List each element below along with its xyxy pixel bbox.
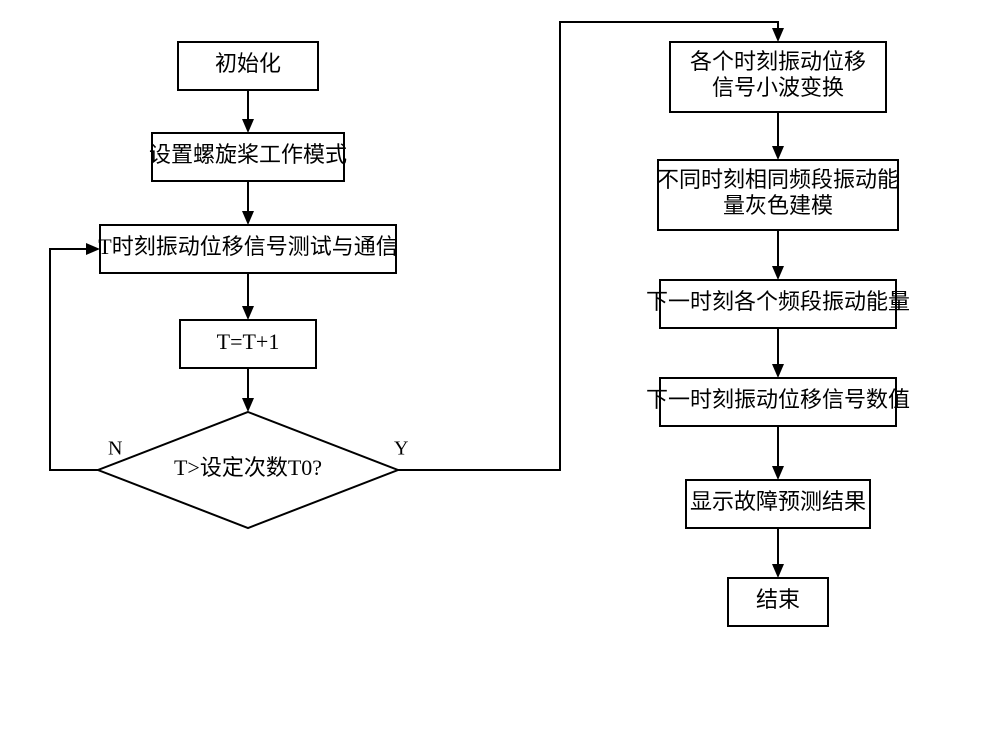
node-n2-label: 设置螺旋桨工作模式 [149, 142, 347, 167]
node-n11-label: 结束 [756, 587, 800, 612]
arrow-n4-n5 [242, 398, 254, 412]
arrow-n5-n6 [772, 28, 784, 42]
branch-label-Y: Y [394, 438, 408, 460]
node-n10-label: 显示故障预测结果 [690, 489, 866, 514]
node-n9-label: 下一时刻振动位移信号数值 [646, 387, 910, 412]
arrow-n10-n11 [772, 564, 784, 578]
node-n4: T=T+1 [180, 320, 316, 368]
arrow-n2-n3 [242, 211, 254, 225]
node-n4-label: T=T+1 [217, 329, 280, 354]
flowchart-canvas: N Y 初始化设置螺旋桨工作模式 T时刻振动位移信号测试与通信 T=T+1 T>设定次数T… [0, 0, 1000, 754]
branch-label-N: N [108, 438, 122, 460]
node-n2: 设置螺旋桨工作模式 [149, 133, 347, 181]
node-n5-label: T>设定次数T0? [174, 455, 322, 480]
node-n10: 显示故障预测结果 [686, 480, 870, 528]
node-n6-label: 信号小波变换 [712, 75, 844, 100]
node-n11: 结束 [728, 578, 828, 626]
node-n5: T>设定次数T0? [98, 412, 398, 528]
node-n9: 下一时刻振动位移信号数值 [646, 378, 910, 426]
node-n3: T时刻振动位移信号测试与通信 [98, 225, 397, 273]
node-n7-label: 量灰色建模 [723, 193, 833, 218]
arrow-n7-n8 [772, 266, 784, 280]
node-n3-label: T时刻振动位移信号测试与通信 [98, 234, 397, 259]
arrow-n6-n7 [772, 146, 784, 160]
edge-n5-n3 [50, 249, 98, 470]
arrow-n3-n4 [242, 306, 254, 320]
node-n7-label: 不同时刻相同频段振动能 [657, 167, 899, 192]
node-n8: 下一时刻各个频段振动能量 [646, 280, 910, 328]
node-n1-label: 初始化 [215, 51, 281, 76]
node-n1: 初始化 [178, 42, 318, 90]
arrow-n9-n10 [772, 466, 784, 480]
arrow-n8-n9 [772, 364, 784, 378]
node-n6: 各个时刻振动位移信号小波变换 [670, 42, 886, 112]
node-n7: 不同时刻相同频段振动能量灰色建模 [657, 160, 899, 230]
node-n6-label: 各个时刻振动位移 [690, 49, 866, 74]
node-n8-label: 下一时刻各个频段振动能量 [646, 289, 910, 314]
arrow-n1-n2 [242, 119, 254, 133]
